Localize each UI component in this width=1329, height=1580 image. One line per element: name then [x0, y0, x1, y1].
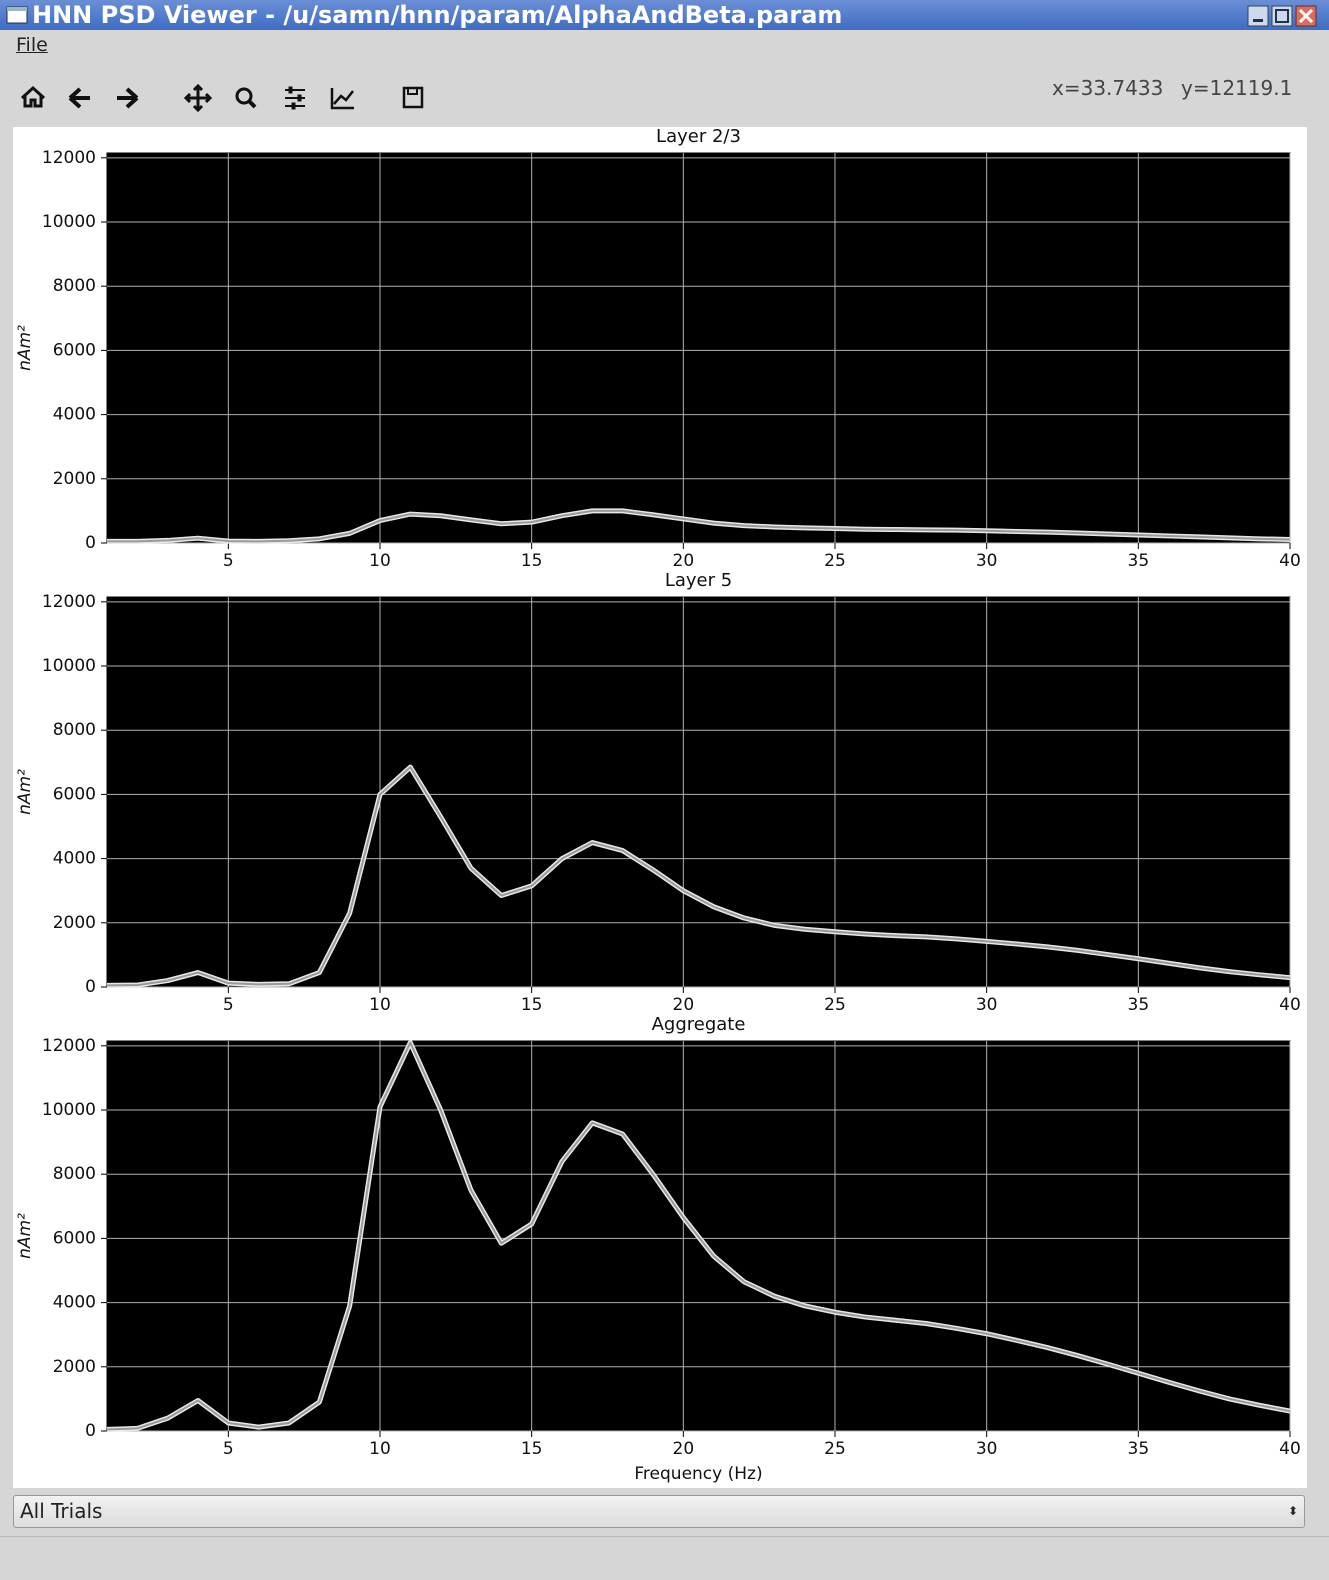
x-tick-label: 15 [521, 1439, 543, 1459]
x-tick-label: 25 [824, 1439, 846, 1459]
y-tick-label: 8000 [53, 720, 96, 740]
dropdown-arrow: ⬍ [1287, 1504, 1298, 1518]
line [106, 1041, 1291, 1431]
x-tick-label: 35 [1128, 551, 1150, 571]
x-tick-label: 20 [673, 995, 695, 1015]
toolbar[interactable] [14, 78, 454, 118]
x-tick-label: 40 [1279, 995, 1301, 1015]
x-tick-label: 35 [1128, 1439, 1150, 1459]
x-tick-label: 40 [1279, 1439, 1301, 1459]
x-tick-label: 20 [673, 1439, 695, 1459]
x-tick-label: 30 [976, 551, 998, 571]
x-tick-label: 15 [521, 551, 543, 571]
x-tick-label: 30 [976, 995, 998, 1015]
menu-item[interactable]: File [16, 34, 48, 56]
x-tick-label: 30 [976, 1439, 998, 1459]
y-tick-label: 0 [85, 977, 96, 997]
chart-title: Layer 2/3 [656, 127, 741, 147]
x-tick-label: 25 [824, 995, 846, 1015]
y-tick-label: 10000 [42, 212, 96, 232]
y-tick-label: 0 [85, 533, 96, 553]
menu-file[interactable]: File [16, 34, 48, 56]
y-axis-label: nAm² [15, 325, 35, 371]
line [106, 766, 1291, 987]
y-tick-label: 4000 [53, 849, 96, 869]
x-tick-label: 25 [824, 551, 846, 571]
y-tick-label: 10000 [42, 656, 96, 676]
coord-x: x=33.7433 [1052, 76, 1164, 100]
y-axis-label: nAm² [15, 769, 35, 815]
coord-y: y=12119.1 [1181, 76, 1293, 100]
y-tick-label: 4000 [53, 405, 96, 425]
x-tick-label: 5 [223, 551, 234, 571]
chart-title: Aggregate [652, 1014, 746, 1035]
y-tick-label: 0 [85, 1421, 96, 1441]
y-axis-label: nAm² [15, 1213, 35, 1259]
y-tick-label: 4000 [53, 1293, 96, 1313]
trial-dropdown[interactable]: All Trials ⬍ [13, 1495, 1305, 1528]
y-tick-label: 2000 [53, 913, 96, 933]
status-bar [0, 1536, 1329, 1580]
x-axis-label: Frequency (Hz) [634, 1464, 762, 1484]
app-icon [6, 6, 28, 24]
x-tick-label: 35 [1128, 995, 1150, 1015]
line [107, 509, 1291, 543]
y-tick-label: 6000 [53, 1228, 96, 1248]
dropdown-text: All Trials [20, 1499, 103, 1523]
y-tick-label: 10000 [42, 1100, 96, 1120]
title-bar: HNN PSD Viewer - /u/samn/hnn/param/Alpha… [0, 0, 1329, 30]
window-title: HNN PSD Viewer - /u/samn/hnn/param/Alpha… [32, 1, 843, 29]
x-tick-label: 5 [223, 1439, 234, 1459]
plot-area [106, 596, 1291, 988]
y-tick-label: 12000 [42, 1036, 96, 1056]
y-tick-label: 6000 [53, 784, 96, 804]
x-tick-label: 10 [369, 551, 391, 571]
plot-area [106, 152, 1291, 544]
x-tick-label: 10 [369, 1439, 391, 1459]
y-tick-label: 12000 [42, 148, 96, 168]
chart-title: Layer 5 [665, 570, 732, 591]
x-tick-label: 10 [369, 995, 391, 1015]
y-tick-label: 12000 [42, 592, 96, 612]
y-tick-label: 8000 [53, 1164, 96, 1184]
y-tick-label: 2000 [53, 1357, 96, 1377]
x-tick-label: 15 [521, 995, 543, 1015]
y-tick-label: 8000 [53, 276, 96, 296]
x-tick-label: 20 [673, 551, 695, 571]
x-tick-label: 5 [223, 995, 234, 1015]
x-tick-label: 40 [1279, 551, 1301, 571]
window-controls[interactable] [1247, 5, 1327, 27]
y-tick-label: 2000 [53, 469, 96, 489]
y-tick-label: 6000 [53, 340, 96, 360]
